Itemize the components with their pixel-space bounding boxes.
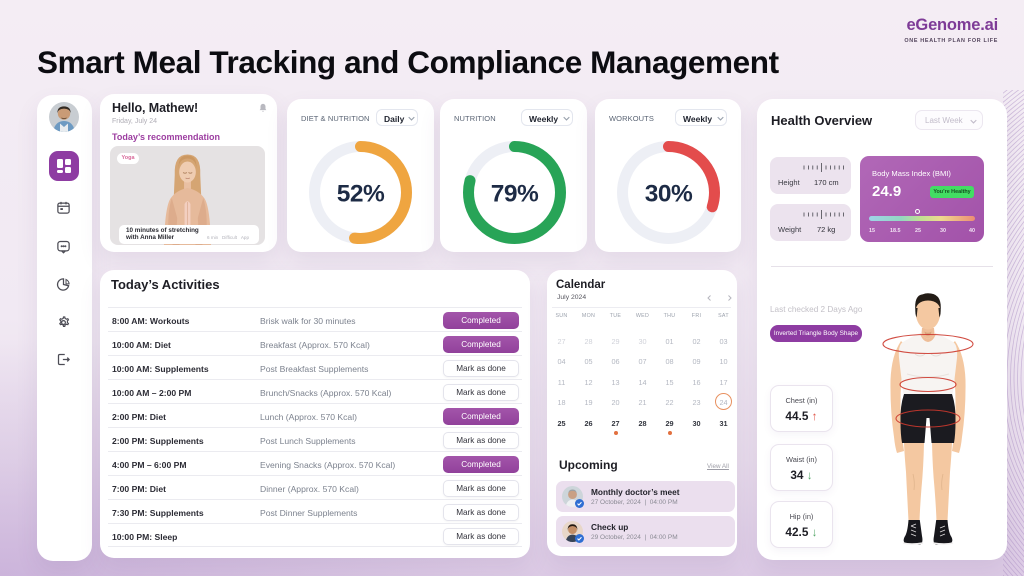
svg-text:79%: 79% bbox=[491, 181, 539, 208]
svg-text:30%: 30% bbox=[645, 181, 693, 208]
svg-text:52%: 52% bbox=[337, 181, 385, 208]
